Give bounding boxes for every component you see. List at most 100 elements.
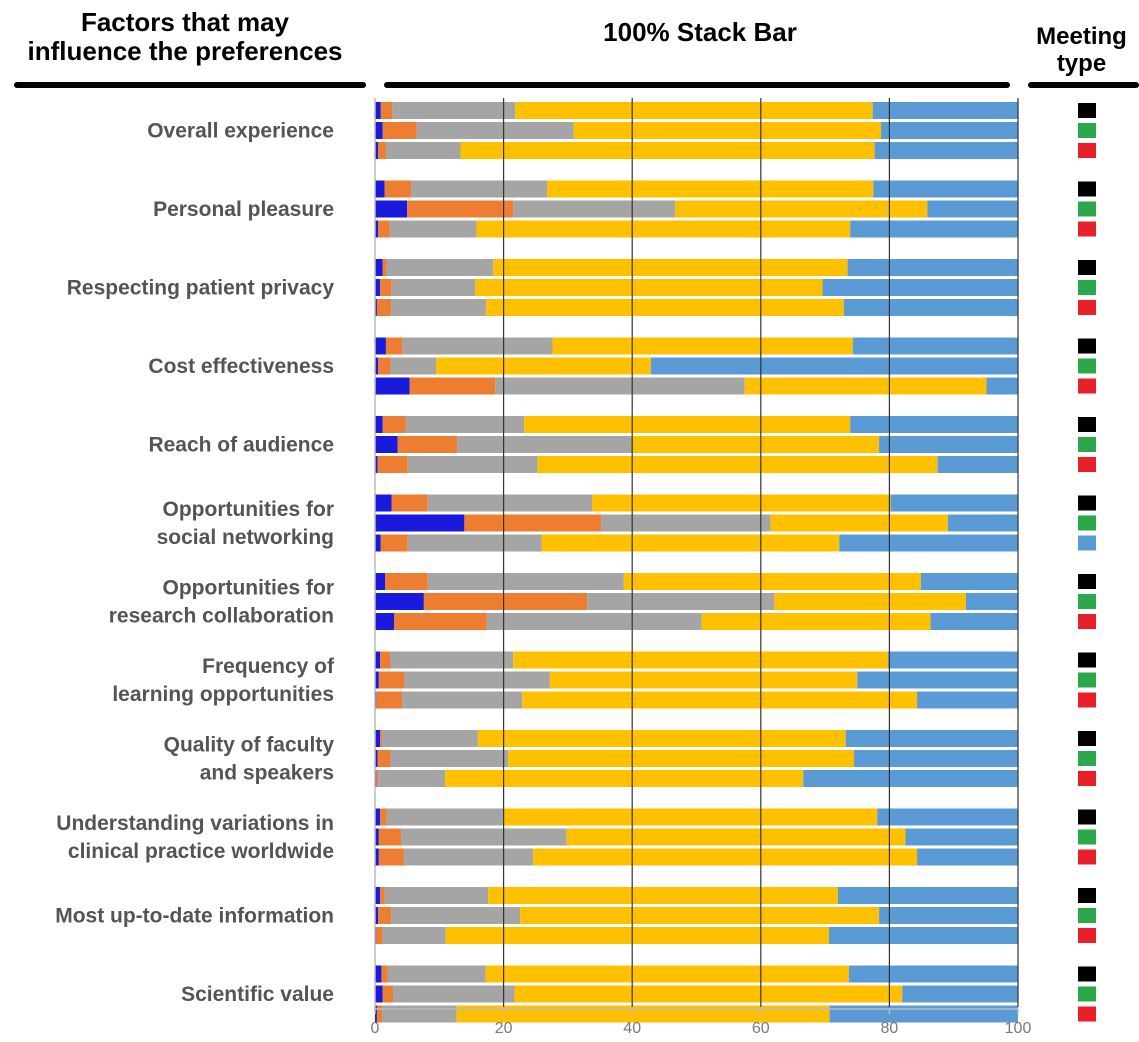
- x-tick-label: 0: [371, 1020, 380, 1037]
- bar-segment: [947, 514, 1018, 532]
- meeting-type-marker: [1078, 221, 1096, 237]
- bar-segment: [386, 808, 503, 826]
- bar-segment: [407, 534, 542, 552]
- bar-segment: [460, 142, 875, 159]
- bar-segment: [384, 180, 411, 198]
- bar-segment: [375, 907, 379, 924]
- category-label: Most up-to-date information: [55, 905, 334, 928]
- bar-segment: [385, 142, 461, 159]
- bar-segment: [495, 377, 745, 395]
- bar-segment: [541, 534, 840, 552]
- bar-segment: [380, 808, 387, 826]
- bar-segment: [486, 299, 844, 316]
- bar-segment: [508, 750, 855, 767]
- bar-segment: [375, 1005, 377, 1023]
- bar-segment: [881, 122, 1018, 139]
- bar-segment: [375, 357, 379, 375]
- meeting-type-marker: [1078, 437, 1096, 452]
- bar-segment: [852, 337, 1018, 355]
- meeting-type-marker: [1078, 986, 1096, 1002]
- x-tick-label: 100: [1005, 1020, 1032, 1037]
- bar-segment: [986, 377, 1018, 395]
- bar-segment: [920, 573, 1018, 590]
- bar-segment: [375, 828, 379, 846]
- meeting-type-marker: [1078, 417, 1096, 432]
- bar-segment: [375, 299, 377, 316]
- bar-segment: [902, 985, 1018, 1003]
- meeting-type-header-line1: Meeting: [1036, 23, 1127, 50]
- meeting-type-marker: [1078, 829, 1096, 845]
- bar-segment: [404, 671, 550, 689]
- bar-segment: [513, 651, 889, 669]
- bar-segment: [390, 357, 437, 375]
- bar-segment: [382, 730, 478, 747]
- bar-segment: [402, 691, 523, 709]
- bar-segment: [937, 456, 1019, 473]
- bar-segment: [378, 907, 392, 924]
- bar-segment: [382, 122, 417, 139]
- meeting-type-marker: [1078, 1006, 1096, 1022]
- bar-segment: [377, 750, 391, 767]
- bar-segment: [378, 671, 405, 689]
- factors-header-rule: [14, 82, 366, 88]
- bar-segment: [854, 750, 1018, 767]
- bar-segment: [917, 848, 1018, 866]
- bar-segment: [457, 436, 633, 453]
- category-label: clinical practice worldwide: [68, 840, 334, 863]
- bar-segment: [592, 494, 891, 512]
- bar-segment: [877, 808, 1018, 826]
- bar-segment: [375, 985, 383, 1003]
- bar-segment: [515, 102, 873, 119]
- category-label: Scientific value: [181, 983, 334, 1006]
- bar-segment: [375, 671, 379, 689]
- bar-segment: [436, 357, 651, 375]
- bar-segment: [774, 593, 966, 610]
- bar-segment: [389, 220, 477, 238]
- bar-segment: [378, 848, 404, 866]
- bar-segment: [409, 377, 496, 395]
- bar-segment: [375, 142, 379, 159]
- meeting-type-marker: [1078, 928, 1096, 943]
- bar-segment: [411, 180, 548, 198]
- bar-segment: [375, 514, 465, 532]
- meeting-type-marker: [1078, 201, 1096, 217]
- bar-segment: [402, 337, 553, 355]
- bar-segment: [822, 279, 1018, 296]
- meeting-type-marker: [1078, 535, 1096, 551]
- bar-segment: [394, 613, 487, 630]
- meeting-type-marker: [1078, 358, 1096, 374]
- bar-segment: [879, 907, 1018, 924]
- bar-segment: [378, 770, 446, 787]
- bar-segment: [375, 730, 381, 747]
- bar-segment: [375, 887, 381, 904]
- bar-segment: [477, 730, 846, 747]
- bar-segment: [380, 651, 391, 669]
- grid-layer: [374, 98, 1019, 1014]
- bar-segment: [378, 357, 391, 375]
- category-label: social networking: [157, 526, 334, 549]
- bar-segment: [850, 416, 1018, 433]
- bar-segment: [965, 593, 1018, 610]
- bar-segment: [520, 907, 880, 924]
- meeting-type-marker: [1078, 457, 1096, 472]
- bar-segment: [375, 573, 386, 590]
- bar-segment: [375, 122, 383, 139]
- bar-segment: [493, 259, 848, 276]
- bar-segment: [376, 927, 383, 944]
- bar-segment: [407, 200, 514, 218]
- bar-segment: [623, 573, 921, 590]
- bar-segment: [376, 691, 403, 709]
- bar-segment: [375, 651, 381, 669]
- bar-segment: [405, 416, 525, 433]
- x-tick-label: 60: [752, 1020, 770, 1037]
- bar-segment: [427, 573, 624, 590]
- bar-segment: [375, 377, 410, 395]
- bar-segment: [375, 593, 424, 610]
- bar-segment: [375, 337, 386, 355]
- bar-segment: [376, 770, 379, 787]
- factors-header-line1: Factors that may: [80, 7, 290, 37]
- category-label: Respecting patient privacy: [67, 277, 335, 300]
- meeting-type-marker: [1078, 378, 1096, 394]
- bar-segment: [803, 770, 1018, 787]
